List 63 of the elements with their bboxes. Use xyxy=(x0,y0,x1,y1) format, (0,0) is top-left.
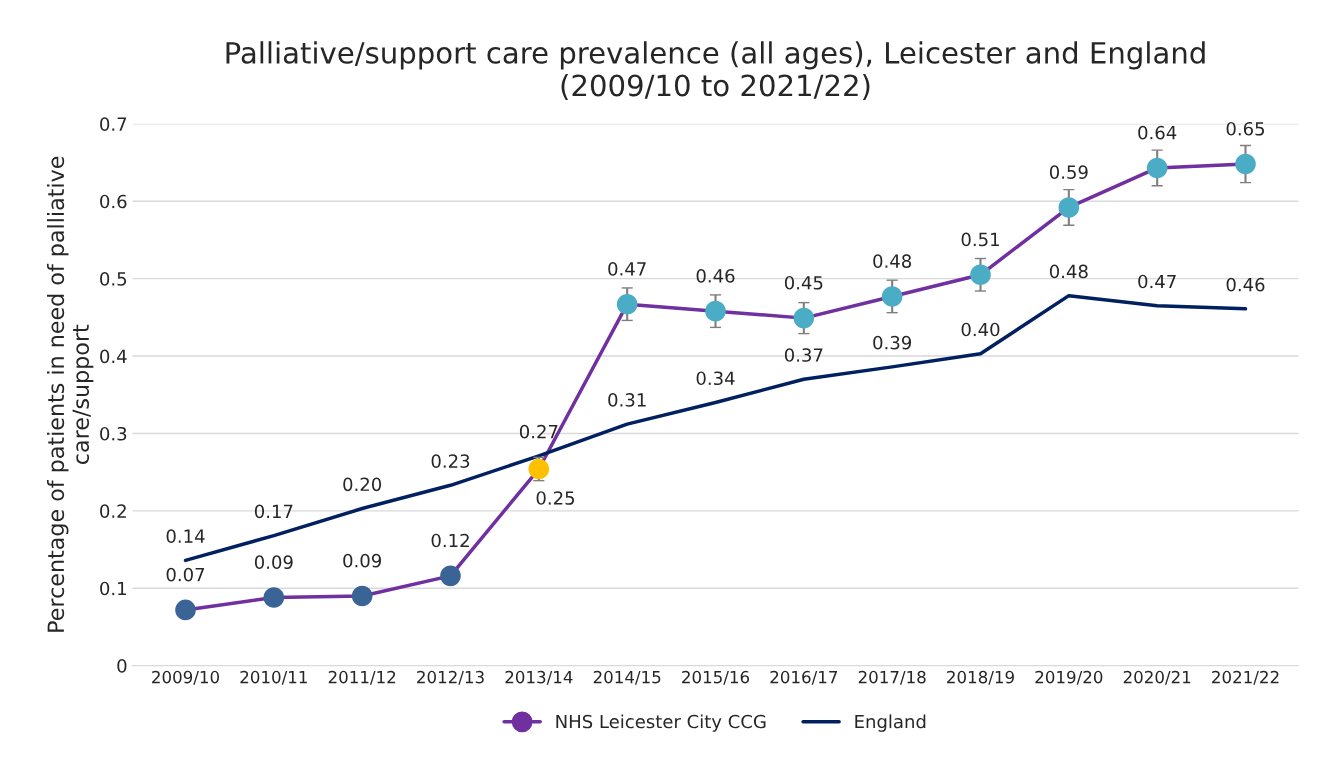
data-label: 0.47 xyxy=(1138,274,1176,289)
data-label: 0.37 xyxy=(784,348,823,362)
data-label: 0.09 xyxy=(343,553,381,568)
data-label: 0.46 xyxy=(696,268,735,283)
y-tick-label: 0 xyxy=(117,659,127,673)
x-tick-label: 2021/22 xyxy=(1212,670,1279,685)
data-label: 0.23 xyxy=(431,454,470,468)
data-label: 0.48 xyxy=(1049,264,1088,279)
data-label: 0.20 xyxy=(343,477,382,492)
x-tick-label: 2017/18 xyxy=(858,670,926,685)
data-label: 0.64 xyxy=(1138,125,1177,140)
x-tick-label: 2010/11 xyxy=(240,670,307,685)
data-label: 0.40 xyxy=(961,322,1000,337)
data-label: 0.27 xyxy=(519,424,558,439)
x-tick-label: 2012/13 xyxy=(417,670,484,685)
point xyxy=(1058,197,1080,218)
data-label: 0.47 xyxy=(608,262,646,276)
x-tick-label: 2019/20 xyxy=(1035,670,1103,685)
point xyxy=(1146,157,1168,179)
chart-title: Palliative/support care prevalence (all ages), Leicester and England (2009/10 to 2021/22) xyxy=(226,41,1205,100)
data-label: 0.59 xyxy=(1049,165,1088,179)
legend-label: NHS Leicester City CCG xyxy=(556,714,766,732)
y-tick-label: 0.4 xyxy=(100,349,127,364)
data-label: 0.09 xyxy=(254,555,293,570)
data-label: 0.14 xyxy=(166,529,205,543)
data-label: 0.12 xyxy=(431,533,469,548)
data-label: 0.46 xyxy=(1226,277,1265,292)
y-axis-title: Percentage of patients in need of palliative care/support xyxy=(46,156,94,632)
point xyxy=(351,585,373,607)
x-tick-label: 2016/17 xyxy=(770,670,838,685)
y-tick-label: 0.6 xyxy=(100,194,127,209)
x-tick-label: 2020/21 xyxy=(1123,670,1191,685)
point xyxy=(970,264,991,286)
x-tick-label: 2018/19 xyxy=(947,670,1014,685)
point xyxy=(440,565,461,587)
point xyxy=(705,300,726,322)
data-label: 0.48 xyxy=(873,254,912,268)
x-tick-label: 2014/15 xyxy=(593,670,661,685)
data-label: 0.34 xyxy=(696,371,735,386)
y-tick-label: 0.2 xyxy=(100,504,126,518)
x-tick-label: 2009/10 xyxy=(152,670,220,685)
data-label: 0.39 xyxy=(873,335,911,350)
point xyxy=(616,293,638,315)
data-label: 0.07 xyxy=(166,567,205,582)
data-label: 0.65 xyxy=(1226,121,1265,136)
y-tick-label: 0.3 xyxy=(100,426,127,441)
point xyxy=(1235,153,1256,175)
data-label: 0.17 xyxy=(254,504,293,519)
x-tick-label: 2015/16 xyxy=(682,670,750,685)
x-tick-label: 2011/12 xyxy=(328,670,396,685)
y-tick-label: 0.5 xyxy=(100,272,127,286)
point xyxy=(793,307,815,329)
x-tick-label: 2013/14 xyxy=(505,670,573,685)
point xyxy=(175,599,196,621)
point xyxy=(263,587,285,608)
data-label: 0.31 xyxy=(608,393,646,407)
y-tick-label: 0.7 xyxy=(100,117,127,131)
data-label: 0.51 xyxy=(961,232,999,247)
point xyxy=(881,286,903,307)
data-label: 0.45 xyxy=(784,275,823,290)
y-tick-label: 0.1 xyxy=(100,581,126,596)
data-label: 0.25 xyxy=(536,491,575,505)
legend-label: England xyxy=(855,714,926,732)
